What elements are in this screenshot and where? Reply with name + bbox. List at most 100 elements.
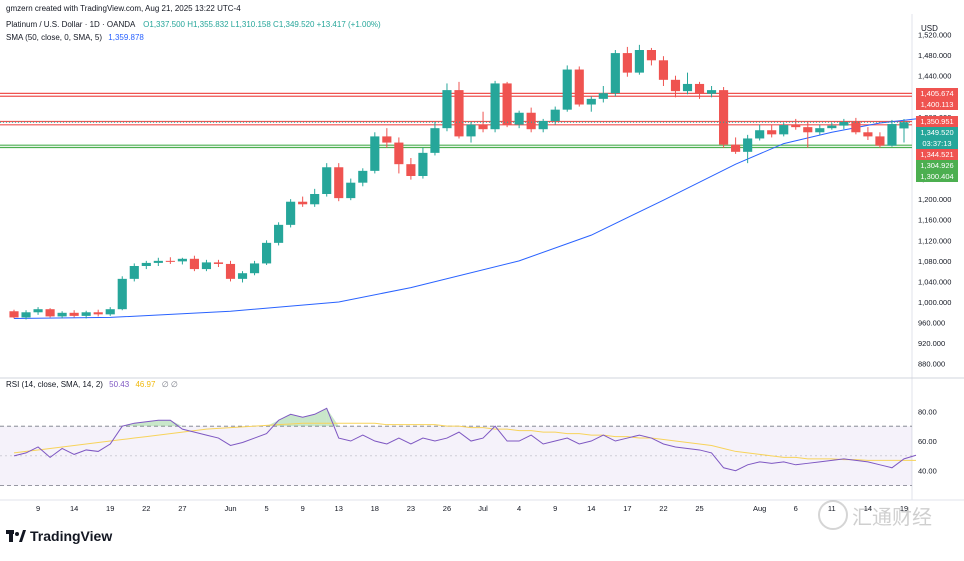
- candle-body: [622, 53, 632, 73]
- candle: [213, 259, 224, 268]
- candle: [237, 271, 248, 283]
- price-tick-label: 1,160.000: [918, 216, 951, 225]
- candle: [622, 46, 632, 77]
- candle: [574, 66, 584, 107]
- sma-legend[interactable]: SMA (50, close, 0, SMA, 5) 1,359.878: [6, 33, 144, 42]
- candle: [322, 163, 332, 197]
- time-tick-label: 23: [407, 504, 415, 513]
- candle: [33, 307, 43, 315]
- time-tick-label: 14: [587, 504, 595, 513]
- candle: [863, 127, 873, 140]
- candle: [502, 81, 512, 128]
- time-tick-label: 9: [553, 504, 557, 513]
- candle-body: [33, 309, 43, 313]
- candle-body: [682, 83, 693, 92]
- candle: [610, 50, 620, 97]
- candle-body: [767, 130, 777, 135]
- candle: [743, 134, 753, 164]
- candle-body: [310, 194, 320, 205]
- time-tick-label: 6: [794, 504, 798, 513]
- symbol-line: Platinum / U.S. Dollar · 1D · OANDA O1,3…: [6, 20, 381, 29]
- candle-body: [322, 167, 332, 194]
- tradingview-logo: TradingView: [6, 528, 112, 544]
- countdown-tag: 03:37:13: [916, 138, 958, 149]
- candle: [550, 106, 560, 125]
- candle-body: [658, 60, 669, 80]
- price-tick-label: 1,480.000: [918, 51, 951, 60]
- level-tag[interactable]: 1,304.926: [916, 160, 958, 171]
- candle-body: [743, 138, 753, 152]
- candle: [466, 122, 476, 143]
- time-tick-label: 18: [371, 504, 379, 513]
- candle-body: [69, 312, 79, 316]
- candle-body: [394, 142, 404, 165]
- rsi-overbought-fill: [314, 408, 327, 427]
- candle: [286, 199, 296, 228]
- candle-body: [827, 125, 837, 129]
- tradingview-logo-icon: [6, 530, 26, 542]
- candle-body: [863, 132, 873, 137]
- rsi-line: [13, 407, 917, 472]
- time-tick-label: 14: [864, 504, 872, 513]
- rsi-label: RSI (14, close, SMA, 14, 2): [6, 380, 103, 389]
- time-tick-label: 5: [264, 504, 268, 513]
- price-tick-label: 1,080.000: [918, 257, 951, 266]
- time-tick-label: 26: [443, 504, 451, 513]
- watermark-text: 汇通财经: [852, 504, 932, 529]
- level-tag[interactable]: 1,405.674: [916, 87, 958, 99]
- candle: [682, 72, 693, 95]
- level-tag[interactable]: 1,300.404: [916, 171, 958, 182]
- level-tag[interactable]: 1,344.521: [916, 149, 958, 160]
- candle: [791, 118, 801, 130]
- sma-line: [14, 118, 917, 319]
- candle-body: [875, 136, 885, 146]
- level-tag[interactable]: 1,400.113: [916, 98, 958, 110]
- candle: [141, 260, 151, 270]
- candle: [117, 276, 127, 311]
- symbol-name[interactable]: Platinum / U.S. Dollar · 1D · OANDA: [6, 20, 135, 29]
- candle-body: [21, 312, 31, 318]
- candle: [69, 310, 79, 318]
- candle-body: [502, 83, 512, 125]
- watermark-logo-icon: [818, 500, 848, 530]
- candle-body: [382, 136, 392, 143]
- price-tick-label: 920.000: [918, 339, 945, 348]
- level-tag[interactable]: 1,350.951: [916, 116, 958, 127]
- current-price-tag[interactable]: 1,349.520: [916, 127, 958, 138]
- time-tick-label: Aug: [753, 504, 766, 513]
- candle-body: [274, 224, 284, 243]
- candle-body: [803, 127, 813, 133]
- time-tick-label: 22: [659, 504, 667, 513]
- candle: [706, 86, 717, 98]
- candle-body: [225, 263, 236, 279]
- candle-body: [105, 309, 115, 315]
- candle-body: [899, 122, 909, 129]
- candle: [803, 120, 813, 148]
- currency-label[interactable]: USD: [921, 24, 938, 33]
- candle-body: [586, 98, 596, 105]
- candle: [851, 117, 861, 135]
- rsi-overbought-fill: [158, 420, 171, 427]
- time-tick-label: 19: [900, 504, 908, 513]
- candle: [719, 87, 729, 148]
- candle-body: [430, 128, 440, 153]
- candle: [731, 137, 741, 154]
- sma-label: SMA (50, close, 0, SMA, 5): [6, 33, 103, 42]
- candle: [225, 260, 236, 282]
- time-tick-label: 19: [106, 504, 114, 513]
- candle: [646, 47, 656, 66]
- rsi-legend[interactable]: RSI (14, close, SMA, 14, 2) 50.43 46.97 …: [6, 380, 178, 389]
- candle: [454, 81, 464, 139]
- candle-body: [466, 124, 476, 137]
- candle: [406, 158, 416, 180]
- candle: [418, 147, 428, 179]
- time-tick-label: Jul: [478, 504, 488, 513]
- candle: [634, 44, 644, 75]
- candle: [9, 309, 19, 319]
- candle: [755, 124, 765, 141]
- rsi-overbought-fill: [170, 420, 183, 427]
- candle: [658, 56, 669, 86]
- time-tick-label: 13: [335, 504, 343, 513]
